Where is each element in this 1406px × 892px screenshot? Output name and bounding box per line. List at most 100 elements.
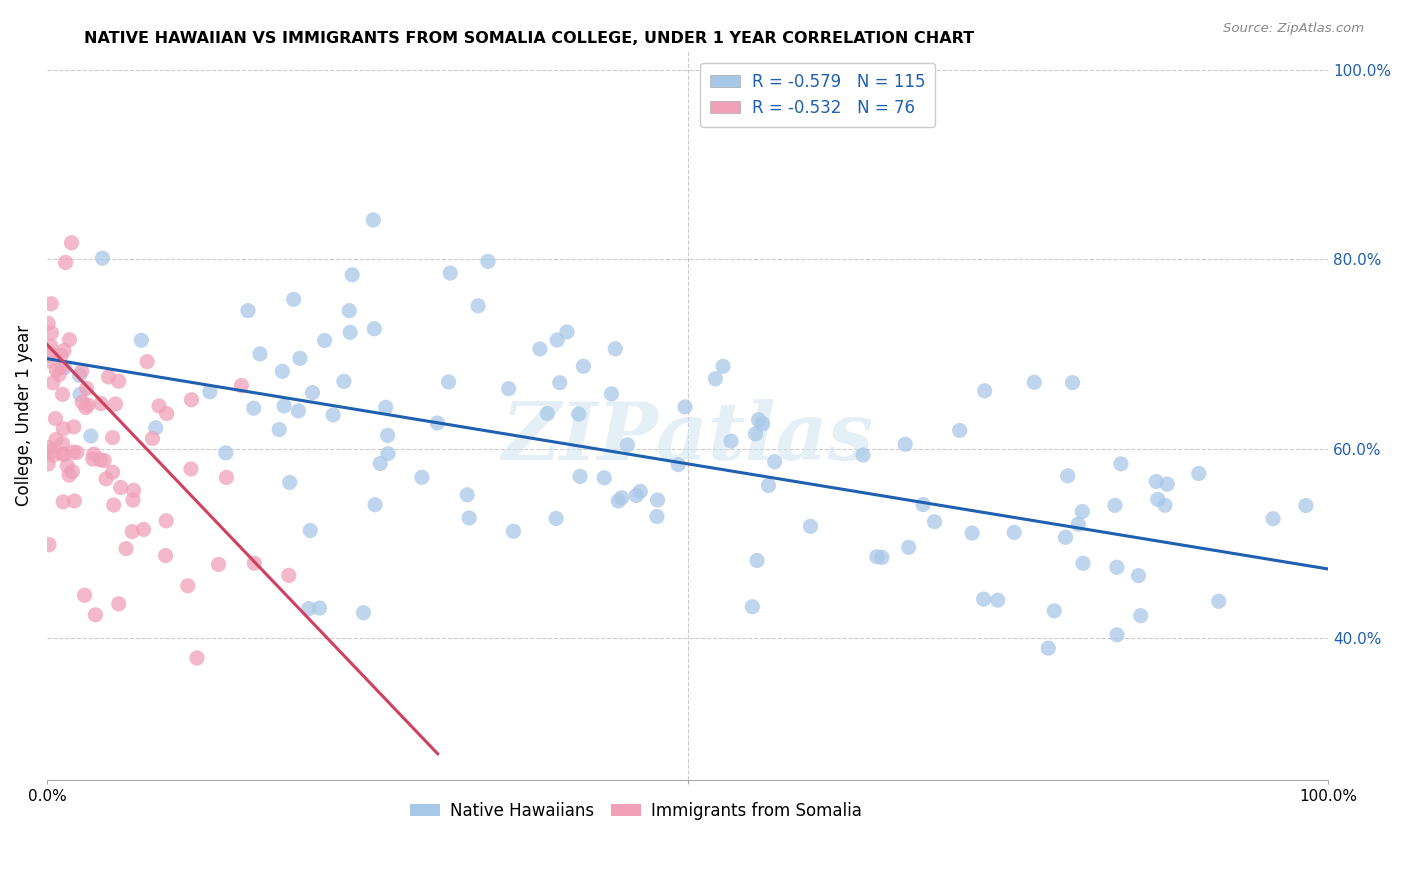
Point xyxy=(97,370,120,384)
Point xyxy=(215,470,238,484)
Point xyxy=(616,438,638,452)
Point xyxy=(122,483,145,498)
Point xyxy=(704,372,727,386)
Point xyxy=(283,293,305,307)
Point xyxy=(1295,499,1317,513)
Point xyxy=(75,401,97,415)
Point xyxy=(973,592,995,607)
Point xyxy=(1062,376,1084,390)
Point xyxy=(600,387,623,401)
Point xyxy=(180,392,202,407)
Point xyxy=(41,326,63,340)
Point xyxy=(364,498,387,512)
Point xyxy=(62,465,84,479)
Point xyxy=(51,436,73,450)
Point xyxy=(1146,492,1168,507)
Point xyxy=(607,494,630,508)
Point xyxy=(180,462,202,476)
Point xyxy=(572,359,595,374)
Point xyxy=(145,421,167,435)
Point xyxy=(77,398,100,412)
Point xyxy=(711,359,734,374)
Point xyxy=(673,400,696,414)
Point xyxy=(610,491,633,505)
Point xyxy=(960,526,983,541)
Point xyxy=(48,368,70,382)
Point xyxy=(546,333,568,347)
Point xyxy=(103,498,125,512)
Point xyxy=(58,468,80,483)
Point xyxy=(924,515,946,529)
Point xyxy=(799,519,821,533)
Point xyxy=(870,550,893,565)
Point xyxy=(122,493,145,508)
Point xyxy=(186,651,208,665)
Point xyxy=(110,481,132,495)
Point xyxy=(748,413,770,427)
Point xyxy=(101,431,124,445)
Point xyxy=(243,556,266,570)
Point xyxy=(1043,604,1066,618)
Point xyxy=(548,376,571,390)
Y-axis label: College, Under 1 year: College, Under 1 year xyxy=(15,325,32,506)
Point xyxy=(363,322,385,336)
Point xyxy=(155,549,177,563)
Point xyxy=(67,368,90,383)
Point xyxy=(751,417,773,431)
Point xyxy=(1208,594,1230,608)
Point xyxy=(70,395,93,409)
Point xyxy=(426,416,449,430)
Point xyxy=(52,343,75,358)
Point xyxy=(60,235,83,250)
Point xyxy=(377,428,399,442)
Legend: Native Hawaiians, Immigrants from Somalia: Native Hawaiians, Immigrants from Somali… xyxy=(404,796,869,827)
Point xyxy=(374,401,396,415)
Point xyxy=(593,471,616,485)
Point xyxy=(269,423,291,437)
Point xyxy=(42,448,65,462)
Point xyxy=(148,399,170,413)
Point xyxy=(628,484,651,499)
Point xyxy=(308,601,330,615)
Point xyxy=(363,213,385,227)
Point xyxy=(37,457,59,471)
Point xyxy=(39,444,62,458)
Point xyxy=(39,347,62,361)
Point xyxy=(894,437,917,451)
Point xyxy=(1105,628,1128,642)
Point xyxy=(1054,530,1077,544)
Point xyxy=(1105,560,1128,574)
Point xyxy=(536,407,558,421)
Point xyxy=(897,541,920,555)
Point xyxy=(647,493,669,508)
Point xyxy=(52,447,75,461)
Point xyxy=(333,375,356,389)
Point xyxy=(1109,457,1132,471)
Point xyxy=(101,465,124,479)
Point xyxy=(555,325,578,339)
Point xyxy=(271,364,294,378)
Point xyxy=(1071,504,1094,518)
Point xyxy=(987,593,1010,607)
Point xyxy=(467,299,489,313)
Point xyxy=(340,268,363,282)
Point xyxy=(136,354,159,368)
Point xyxy=(107,597,129,611)
Point xyxy=(215,446,238,460)
Point xyxy=(763,455,786,469)
Point xyxy=(744,426,766,441)
Point xyxy=(42,376,65,390)
Point xyxy=(411,470,433,484)
Point xyxy=(645,509,668,524)
Point xyxy=(288,351,311,366)
Point xyxy=(1156,477,1178,491)
Point xyxy=(866,549,889,564)
Point xyxy=(339,326,361,340)
Point xyxy=(62,445,84,459)
Point xyxy=(38,538,60,552)
Point xyxy=(84,607,107,622)
Point xyxy=(63,494,86,508)
Point xyxy=(1056,468,1078,483)
Point xyxy=(439,266,461,280)
Point xyxy=(39,297,62,311)
